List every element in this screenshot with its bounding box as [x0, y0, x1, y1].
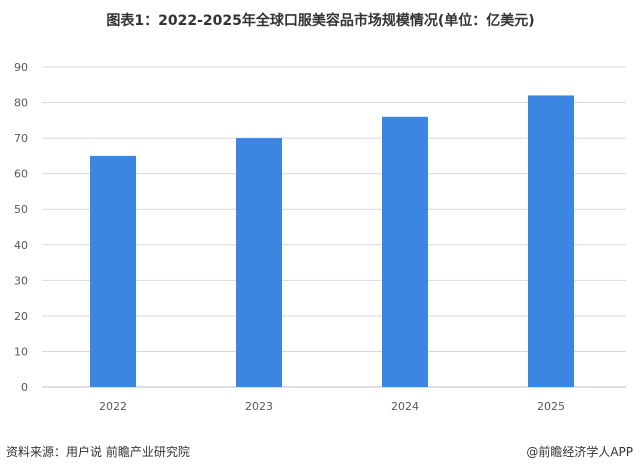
y-tick-label: 40	[14, 239, 28, 252]
y-tick-label: 90	[14, 61, 28, 74]
y-tick-label: 70	[14, 132, 28, 145]
y-tick-label: 50	[14, 203, 28, 216]
bar	[90, 155, 136, 387]
brand-label: @前瞻经济学人APP	[526, 445, 633, 459]
x-tick-label: 2023	[245, 400, 273, 413]
x-tick-label: 2024	[391, 400, 419, 413]
chart-title: 图表1：2022-2025年全球口服美容品市场规模情况(单位：亿美元)	[106, 13, 535, 29]
bar	[236, 138, 282, 387]
bar	[528, 95, 574, 387]
x-tick-label: 2022	[99, 400, 127, 413]
y-tick-label: 10	[14, 345, 28, 358]
y-tick-label: 80	[14, 97, 28, 110]
y-tick-label: 60	[14, 168, 28, 181]
y-tick-label: 20	[14, 310, 28, 323]
bar	[382, 116, 428, 388]
y-tick-label: 0	[21, 381, 28, 394]
x-tick-label: 2025	[537, 400, 565, 413]
source-note: 资料来源：用户说 前瞻产业研究院	[6, 445, 190, 459]
y-tick-label: 30	[14, 274, 28, 287]
